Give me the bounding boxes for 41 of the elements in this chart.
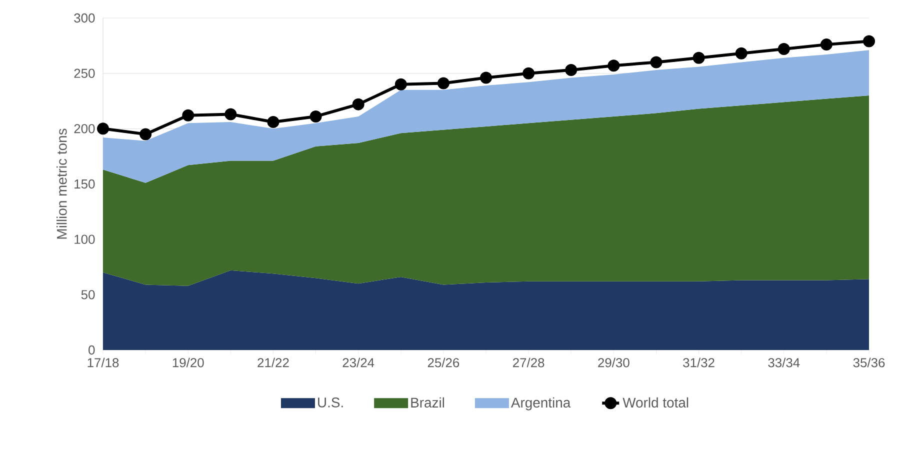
x-tick-label: 35/36 <box>853 358 885 368</box>
point <box>692 52 705 64</box>
point <box>608 60 620 72</box>
y-tick-label: 50 <box>81 290 95 300</box>
y-tick-label: 0 <box>88 345 95 355</box>
x-tick-label: 31/32 <box>683 358 714 368</box>
y-tick-label: 300 <box>74 13 95 23</box>
point <box>863 35 876 48</box>
point <box>480 72 492 84</box>
x-tick-label: 33/34 <box>768 358 800 368</box>
x-tick-label: 29/30 <box>598 358 630 368</box>
x-tick-label: 23/24 <box>342 358 374 368</box>
legend-label: Brazil <box>411 397 444 408</box>
legend-label: U.S. <box>318 398 343 408</box>
x-tick-label: 19/20 <box>172 358 204 368</box>
point <box>778 42 790 55</box>
point <box>224 108 237 120</box>
point <box>310 110 322 122</box>
legend-label: Argentina <box>510 397 571 410</box>
point <box>735 47 748 60</box>
point <box>352 98 364 110</box>
point <box>182 109 194 122</box>
y-tick-label: 150 <box>74 179 95 189</box>
y-tick-label: 250 <box>74 68 95 78</box>
point <box>437 77 450 90</box>
point <box>650 56 662 68</box>
point <box>565 64 578 76</box>
x-tick-label: 17/18 <box>88 358 119 368</box>
point <box>267 116 280 128</box>
y-tick-label: 100 <box>74 234 95 244</box>
x-tick-label: 21/22 <box>258 358 289 368</box>
x-tick-label: 27/28 <box>513 358 544 368</box>
point <box>394 78 407 90</box>
point <box>97 122 109 135</box>
point <box>140 128 152 140</box>
point <box>820 38 832 51</box>
legend-label: World total <box>622 397 688 408</box>
x-tick-label: 25/26 <box>428 358 460 368</box>
y-tick-label: 200 <box>74 124 95 134</box>
point <box>522 67 535 80</box>
y-axis-title: Million metric tons <box>56 128 67 239</box>
